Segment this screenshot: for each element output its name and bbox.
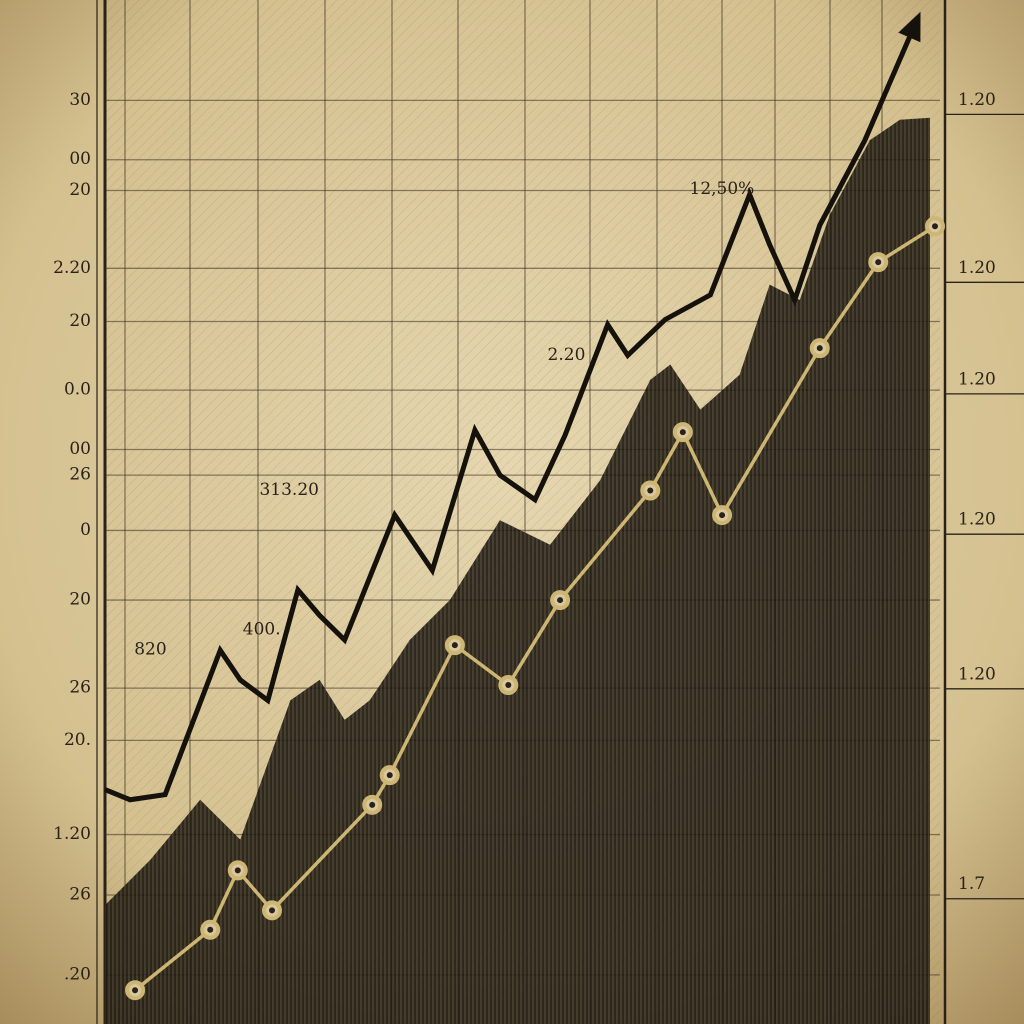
y-tick-label: 2.20 bbox=[53, 258, 91, 278]
marker-center bbox=[386, 772, 393, 779]
y-tick-label: 0 bbox=[80, 520, 91, 540]
marker-center bbox=[931, 223, 938, 230]
y-tick-label: 20 bbox=[69, 311, 91, 331]
arrowhead bbox=[898, 11, 921, 43]
marker-center bbox=[557, 597, 564, 604]
y-tick-label: .20 bbox=[64, 964, 91, 984]
marker-center bbox=[719, 512, 726, 519]
annotation: 12,50% bbox=[690, 179, 755, 199]
y2-tick-label: 1.20 bbox=[958, 90, 996, 110]
area-hatching bbox=[105, 117, 930, 1024]
y-tick-label: 26 bbox=[69, 678, 91, 698]
y-tick-label: 26 bbox=[69, 884, 91, 904]
marker-center bbox=[505, 682, 512, 689]
y2-tick-label: 1.20 bbox=[958, 664, 996, 684]
marker-center bbox=[451, 642, 458, 649]
y-tick-label: 20 bbox=[69, 590, 91, 610]
y-tick-label: 0.0 bbox=[64, 380, 91, 400]
marker-center bbox=[875, 259, 882, 266]
annotation: 313.20 bbox=[259, 480, 318, 500]
plot: 30 00 20 2.20 20 0.0 00 26 0 20 26 20. 1.20 26 .20 1.20… bbox=[53, 0, 1024, 1024]
annotation: 2.20 bbox=[548, 345, 586, 365]
marker-center bbox=[679, 429, 686, 436]
y2-tick-label: 1.20 bbox=[958, 369, 996, 389]
y2-tick-label: 1.20 bbox=[958, 258, 996, 278]
y-tick-label: 1.20 bbox=[53, 824, 91, 844]
marker-center bbox=[269, 907, 275, 914]
y-tick-label: 20 bbox=[69, 180, 91, 200]
line bbox=[104, 23, 918, 803]
marker-center bbox=[207, 926, 214, 933]
y-tick-label: 20. bbox=[64, 730, 91, 750]
y-tick-label: 00 bbox=[69, 439, 91, 459]
marker-center bbox=[369, 801, 376, 808]
annotation: 400. bbox=[243, 619, 281, 639]
y2-tick-label: 1.20 bbox=[958, 510, 996, 530]
y-tick-label: 30 bbox=[69, 90, 91, 110]
marker-center bbox=[234, 867, 241, 874]
annotation: 820 bbox=[134, 640, 166, 660]
marker-center bbox=[132, 987, 139, 994]
marker-center bbox=[816, 345, 823, 352]
y-tick-label: 00 bbox=[69, 149, 91, 169]
y-tick-label: 26 bbox=[69, 465, 91, 485]
marker-center bbox=[647, 487, 654, 494]
y2-tick-label: 1.7 bbox=[958, 874, 985, 894]
